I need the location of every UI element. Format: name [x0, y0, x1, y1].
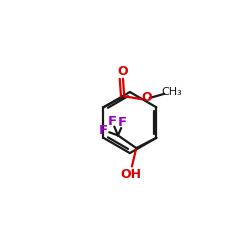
Text: OH: OH — [120, 168, 141, 181]
Text: F: F — [99, 124, 108, 138]
Text: F: F — [118, 116, 127, 129]
Text: O: O — [118, 65, 128, 78]
Text: O: O — [142, 91, 152, 104]
Text: F: F — [107, 115, 117, 128]
Text: CH₃: CH₃ — [162, 87, 182, 97]
